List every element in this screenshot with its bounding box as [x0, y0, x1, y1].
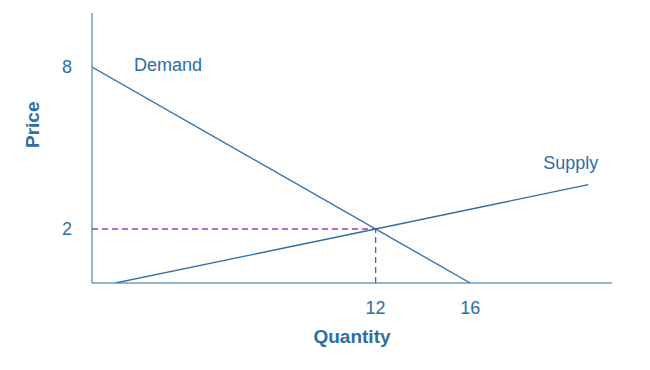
svg-text:Price: Price: [22, 102, 43, 148]
svg-text:8: 8: [62, 57, 72, 77]
svg-text:12: 12: [366, 298, 386, 318]
svg-text:Supply: Supply: [543, 153, 598, 173]
svg-text:Quantity: Quantity: [313, 326, 390, 347]
svg-text:2: 2: [62, 219, 72, 239]
svg-text:16: 16: [460, 298, 480, 318]
svg-text:Demand: Demand: [134, 55, 202, 75]
